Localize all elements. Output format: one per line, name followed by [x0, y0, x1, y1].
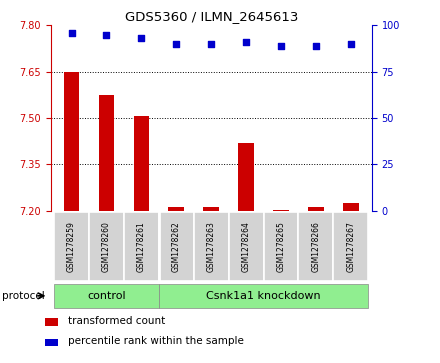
Text: protocol: protocol: [2, 291, 45, 301]
Point: [173, 41, 180, 47]
Text: GSM1278267: GSM1278267: [346, 221, 356, 272]
Text: GSM1278262: GSM1278262: [172, 221, 181, 272]
Bar: [169, 207, 184, 211]
Bar: [308, 207, 324, 211]
Bar: [238, 143, 254, 211]
Bar: [99, 95, 114, 211]
Text: percentile rank within the sample: percentile rank within the sample: [68, 337, 244, 346]
Text: GSM1278265: GSM1278265: [276, 221, 286, 272]
Bar: [64, 72, 79, 211]
Bar: [159, 284, 368, 307]
Point: [103, 32, 110, 38]
Bar: [45, 339, 58, 346]
Bar: [159, 212, 194, 281]
Text: GSM1278261: GSM1278261: [137, 221, 146, 272]
Text: GSM1278263: GSM1278263: [207, 221, 216, 272]
Point: [68, 30, 75, 36]
Text: GSM1278260: GSM1278260: [102, 221, 111, 272]
Bar: [343, 203, 359, 211]
Bar: [273, 209, 289, 211]
Text: GSM1278266: GSM1278266: [312, 221, 320, 272]
Bar: [45, 318, 58, 326]
Text: transformed count: transformed count: [68, 315, 165, 326]
Bar: [203, 207, 219, 211]
Point: [208, 41, 215, 47]
Point: [278, 43, 285, 49]
Text: GSM1278264: GSM1278264: [242, 221, 251, 272]
Text: control: control: [87, 291, 126, 301]
Bar: [89, 212, 124, 281]
Point: [242, 39, 249, 45]
Bar: [124, 212, 159, 281]
Bar: [264, 212, 298, 281]
Bar: [133, 117, 149, 211]
Text: Csnk1a1 knockdown: Csnk1a1 knockdown: [206, 291, 321, 301]
Title: GDS5360 / ILMN_2645613: GDS5360 / ILMN_2645613: [125, 10, 298, 23]
Point: [312, 43, 319, 49]
Bar: [54, 212, 89, 281]
Bar: [334, 212, 368, 281]
Point: [347, 41, 354, 47]
Text: GSM1278259: GSM1278259: [67, 221, 76, 272]
Bar: [298, 212, 334, 281]
Point: [138, 36, 145, 41]
Bar: [54, 284, 159, 307]
Bar: [229, 212, 264, 281]
Bar: [194, 212, 229, 281]
